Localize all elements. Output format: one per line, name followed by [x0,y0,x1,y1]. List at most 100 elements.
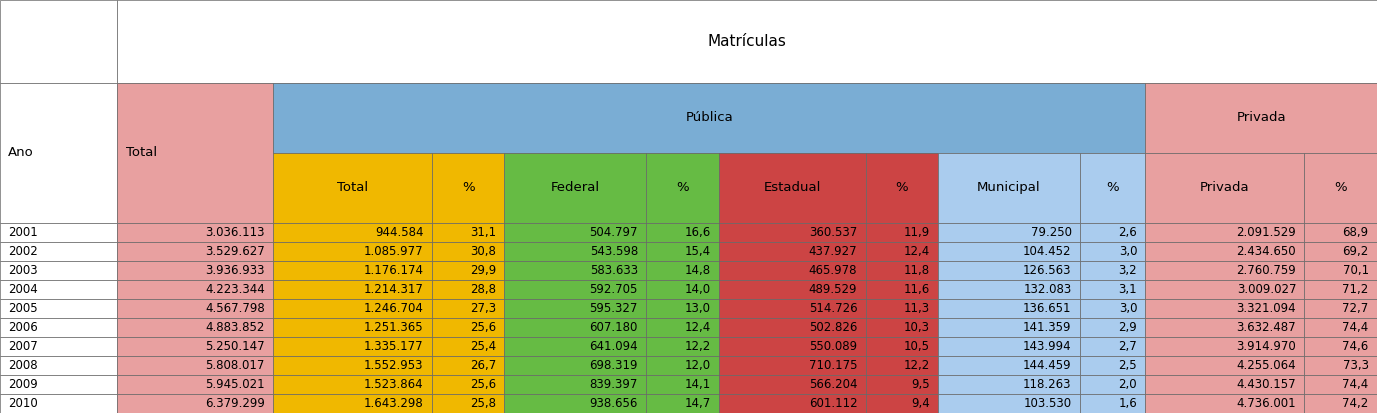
Bar [432,299,504,318]
Text: 1.214.317: 1.214.317 [364,283,424,296]
Text: 2,0: 2,0 [1118,378,1137,391]
Bar [504,299,646,318]
Bar [1304,153,1377,223]
Bar [432,337,504,356]
Bar [117,375,273,394]
Text: 68,9: 68,9 [1343,226,1369,239]
Text: 2010: 2010 [8,397,39,410]
Text: 12,2: 12,2 [684,340,711,353]
Bar [866,153,938,223]
Bar [0,83,117,223]
Bar [504,280,646,299]
Bar [0,337,117,356]
Text: 5.945.021: 5.945.021 [205,378,264,391]
Text: 2009: 2009 [8,378,39,391]
Text: 2,7: 2,7 [1118,340,1137,353]
Text: 601.112: 601.112 [808,397,858,410]
Bar [1304,261,1377,280]
Bar [117,318,273,337]
Bar [432,242,504,261]
Text: 2005: 2005 [8,302,39,315]
Bar [432,318,504,337]
Text: 5.250.147: 5.250.147 [205,340,264,353]
Bar [117,299,273,318]
Bar [1080,223,1146,242]
Bar [938,242,1080,261]
Bar [646,153,719,223]
Bar [719,299,866,318]
Text: 1.251.365: 1.251.365 [364,321,424,334]
Bar [1080,261,1146,280]
Bar [646,356,719,375]
Text: 74,6: 74,6 [1343,340,1369,353]
Text: 3.009.027: 3.009.027 [1237,283,1296,296]
Bar [1146,153,1304,223]
Bar [273,242,432,261]
Text: 3,1: 3,1 [1118,283,1137,296]
Bar [719,318,866,337]
Text: 583.633: 583.633 [589,264,638,277]
Text: 437.927: 437.927 [808,245,858,258]
Text: 12,4: 12,4 [903,245,929,258]
Text: 14,8: 14,8 [684,264,711,277]
Text: 938.656: 938.656 [589,397,638,410]
Bar [273,280,432,299]
Bar [273,83,1146,153]
Text: 5.808.017: 5.808.017 [205,359,264,372]
Text: %: % [1334,181,1347,195]
Bar [938,280,1080,299]
Bar [646,223,719,242]
Bar [273,318,432,337]
Text: 1.176.174: 1.176.174 [364,264,424,277]
Bar [504,223,646,242]
Bar [432,153,504,223]
Bar [117,83,273,223]
Text: 103.530: 103.530 [1023,397,1071,410]
Bar [432,375,504,394]
Text: 1.552.953: 1.552.953 [364,359,424,372]
Bar [1146,394,1304,413]
Bar [719,280,866,299]
Text: 3.036.113: 3.036.113 [205,226,264,239]
Text: 27,3: 27,3 [470,302,496,315]
Text: 2.091.529: 2.091.529 [1237,226,1296,239]
Bar [1080,337,1146,356]
Bar [1304,375,1377,394]
Text: 3.632.487: 3.632.487 [1237,321,1296,334]
Bar [866,242,938,261]
Bar [1080,242,1146,261]
Bar [719,356,866,375]
Text: Pública: Pública [686,111,733,124]
Text: 11,6: 11,6 [903,283,929,296]
Text: 1.335.177: 1.335.177 [364,340,424,353]
Bar [1146,299,1304,318]
Bar [273,261,432,280]
Bar [1304,242,1377,261]
Text: 1.523.864: 1.523.864 [364,378,424,391]
Bar [273,337,432,356]
Text: 126.563: 126.563 [1023,264,1071,277]
Bar [117,261,273,280]
Bar [273,153,432,223]
Text: 143.994: 143.994 [1023,340,1071,353]
Text: 4.883.852: 4.883.852 [205,321,264,334]
Text: Privada: Privada [1237,111,1286,124]
Text: 25,6: 25,6 [470,321,496,334]
Text: 70,1: 70,1 [1343,264,1369,277]
Text: 11,9: 11,9 [903,226,929,239]
Text: 2001: 2001 [8,226,39,239]
Bar [1146,83,1377,153]
Bar [938,223,1080,242]
Text: Total: Total [125,146,157,159]
Text: 10,3: 10,3 [903,321,929,334]
Text: 9,5: 9,5 [912,378,929,391]
Text: 144.459: 144.459 [1023,359,1071,372]
Text: 13,0: 13,0 [684,302,711,315]
Bar [719,261,866,280]
Bar [432,394,504,413]
Text: Total: Total [337,181,368,195]
Text: 2,6: 2,6 [1118,226,1137,239]
Bar [719,223,866,242]
Text: 141.359: 141.359 [1023,321,1071,334]
Text: Municipal: Municipal [978,181,1041,195]
